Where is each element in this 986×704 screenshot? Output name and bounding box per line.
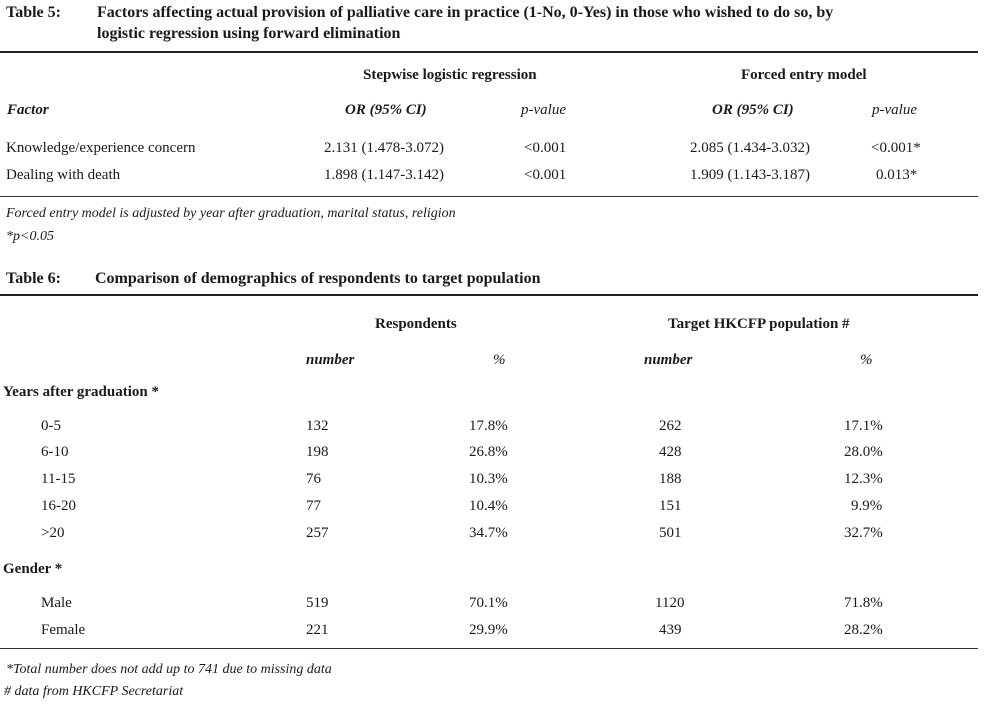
table-6-col-number-respondents: number — [306, 352, 355, 368]
number-cell: 221 — [306, 622, 329, 638]
table-5-col-factor: Factor — [7, 102, 49, 118]
table-6-bottom-rule — [0, 648, 978, 649]
table-5-title-line-2: logistic regression using forward elimin… — [97, 25, 401, 42]
table-5-note-adjusted: Forced entry model is adjusted by year a… — [6, 206, 456, 221]
percent-cell: 10.3% — [469, 471, 508, 487]
table-6-note-source: # data from HKCFP Secretariat — [4, 684, 184, 699]
percent-cell: 12.3% — [844, 471, 883, 487]
category-cell: 0-5 — [41, 418, 61, 434]
number-cell: 76 — [306, 471, 321, 487]
percent-cell: 9.9% — [851, 498, 883, 514]
table-5-group-forced: Forced entry model — [741, 67, 867, 83]
percent-cell: 29.9% — [469, 622, 508, 638]
percent-cell: 17.8% — [469, 418, 508, 434]
p-value-cell: <0.001 — [524, 140, 567, 156]
percent-cell: 71.8% — [844, 595, 883, 611]
category-cell: 16-20 — [41, 498, 76, 514]
factor-cell: Knowledge/experience concern — [6, 140, 196, 156]
number-cell: 428 — [659, 444, 682, 460]
table-6-group-target: Target HKCFP population # — [668, 316, 850, 332]
table-6-col-pct-respondents: % — [493, 352, 506, 368]
table-5-col-or-stepwise: OR (95% CI) — [345, 102, 427, 118]
table-5-col-p-stepwise: p-value — [521, 102, 566, 118]
table-5-label: Table 5: — [6, 4, 61, 21]
number-cell: 77 — [306, 498, 321, 514]
number-cell: 151 — [659, 498, 682, 514]
table-5-top-rule — [0, 51, 978, 53]
percent-cell: 17.1% — [844, 418, 883, 434]
table-6-section-gender: Gender * — [3, 561, 63, 577]
percent-cell: 10.4% — [469, 498, 508, 514]
factor-cell: Dealing with death — [6, 167, 121, 183]
or-cell: 1.909 (1.143-3.187) — [690, 167, 810, 183]
table-5-col-or-forced: OR (95% CI) — [712, 102, 794, 118]
p-value-cell: <0.001 — [524, 167, 567, 183]
table-6-group-respondents: Respondents — [375, 316, 457, 332]
table-6-col-pct-target: % — [860, 352, 873, 368]
number-cell: 1120 — [655, 595, 685, 611]
percent-cell: 70.1% — [469, 595, 508, 611]
table-6-top-rule — [0, 294, 978, 296]
category-cell: 11-15 — [41, 471, 76, 487]
category-cell: >20 — [41, 525, 65, 541]
category-cell: Male — [41, 595, 72, 611]
table-5-title-line-1: Factors affecting actual provision of pa… — [97, 4, 834, 21]
p-value-cell: 0.013* — [876, 167, 918, 183]
or-cell: 2.131 (1.478-3.072) — [324, 140, 444, 156]
table-6-note-missing-data: *Total number does not add up to 741 due… — [6, 662, 332, 677]
percent-cell: 32.7% — [844, 525, 883, 541]
table-6-col-number-target: number — [644, 352, 693, 368]
category-cell: 6-10 — [41, 444, 69, 460]
or-cell: 2.085 (1.434-3.032) — [690, 140, 810, 156]
or-cell: 1.898 (1.147-3.142) — [324, 167, 444, 183]
percent-cell: 34.7% — [469, 525, 508, 541]
percent-cell: 28.0% — [844, 444, 883, 460]
percent-cell: 26.8% — [469, 444, 508, 460]
table-5-group-stepwise: Stepwise logistic regression — [363, 67, 537, 83]
category-cell: Female — [41, 622, 86, 638]
number-cell: 198 — [306, 444, 329, 460]
table-5-note-significance: *p<0.05 — [6, 229, 54, 244]
table-5-col-p-forced: p-value — [872, 102, 917, 118]
number-cell: 132 — [306, 418, 329, 434]
table-5-bottom-rule — [0, 196, 978, 197]
number-cell: 188 — [659, 471, 682, 487]
table-6-section-years: Years after graduation * — [3, 384, 159, 400]
number-cell: 439 — [659, 622, 682, 638]
p-value-cell: <0.001* — [871, 140, 921, 156]
number-cell: 501 — [659, 525, 682, 541]
number-cell: 257 — [306, 525, 329, 541]
table-6-label: Table 6: — [6, 270, 61, 287]
table-6-title: Comparison of demographics of respondent… — [95, 270, 541, 287]
number-cell: 519 — [306, 595, 329, 611]
number-cell: 262 — [659, 418, 682, 434]
percent-cell: 28.2% — [844, 622, 883, 638]
